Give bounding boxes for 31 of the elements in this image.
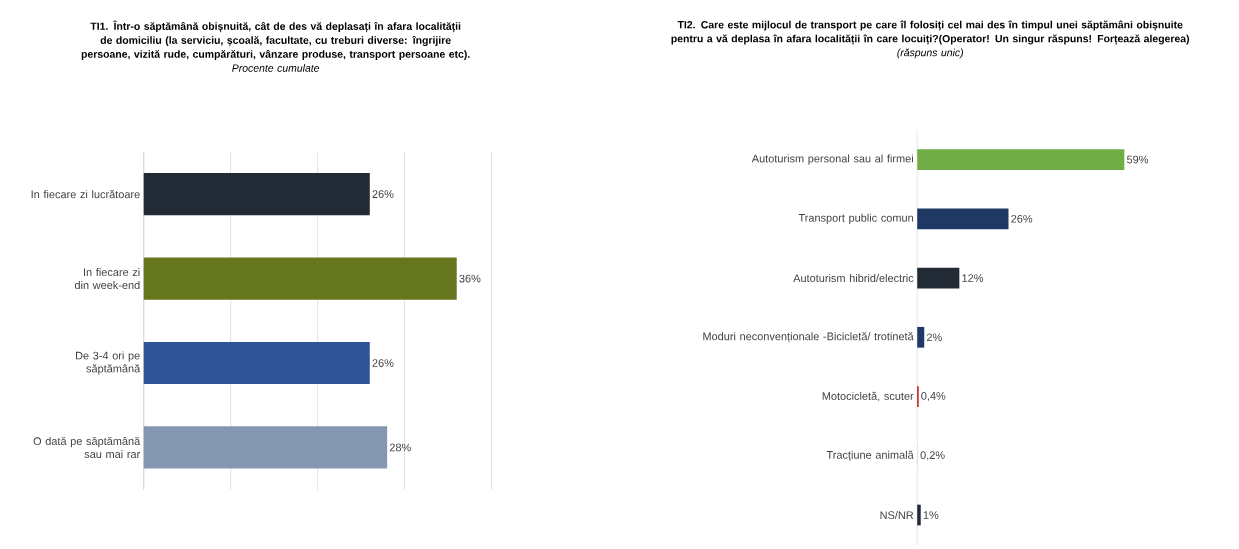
y-tick-label: Autoturism personal sau al firmei: [751, 154, 913, 165]
y-tick-label: Tracțiune animală: [826, 450, 914, 462]
y-tick-label: NS/NR: [880, 511, 914, 520]
data-label: 26%: [372, 359, 394, 368]
y-tick-label: De 3-4 ori pe săptămână: [75, 351, 141, 375]
data-label: 12%: [962, 274, 984, 283]
bar: [917, 208, 1009, 230]
data-label: 26%: [372, 190, 394, 199]
y-tick-label: In fiecare zi din week-end: [74, 268, 140, 290]
chart-title: TI1. Într-o săptămână obișnuită, cât de des vă deplasați în afara localității de domiciliu (la serviciu, școală, facultate, cu treburi diverse: îngrijire persoane, vizită rude, cumpărături, vânzare produse, transport persoane etc).: [81, 20, 470, 61]
bar: [917, 504, 921, 526]
data-label: 2%: [926, 333, 942, 342]
data-label: 26%: [1011, 215, 1033, 223]
chart-title: TI2. Care este mijlocul de transport pe care îl folosiți cel mai des în timpul unei săptămâni obișnuite pentru a vă deplasa în afara localității în care locuiți?(Operator! Un singur răspuns! Forțează alegerea): [671, 20, 1190, 45]
data-label: 59%: [1126, 155, 1149, 164]
y-tick-label: Autoturism hibrid/electric: [793, 274, 914, 283]
bar: [917, 327, 925, 348]
chart-subtitle: Procente cumulate: [232, 64, 320, 72]
data-label: 0,2%: [920, 451, 945, 461]
y-tick-label: In fiecare zi lucrătoare: [31, 190, 140, 199]
bar: [917, 149, 1125, 171]
data-label: 28%: [389, 443, 411, 452]
chart-subtitle: (răspuns unic): [897, 48, 963, 59]
y-tick-label: Motocicletă, scuter: [822, 391, 914, 402]
bar: [917, 267, 960, 289]
y-tick-label: Moduri neconvenționale -Bicicletă/ trotinetă: [703, 332, 914, 343]
data-label: 36%: [459, 274, 481, 283]
y-tick-label: Transport public comun: [798, 213, 913, 225]
data-label: 1%: [923, 511, 939, 520]
y-tick-label: O dată pe săptămână sau mai rar: [33, 437, 141, 459]
data-label: 0,4%: [921, 392, 946, 402]
